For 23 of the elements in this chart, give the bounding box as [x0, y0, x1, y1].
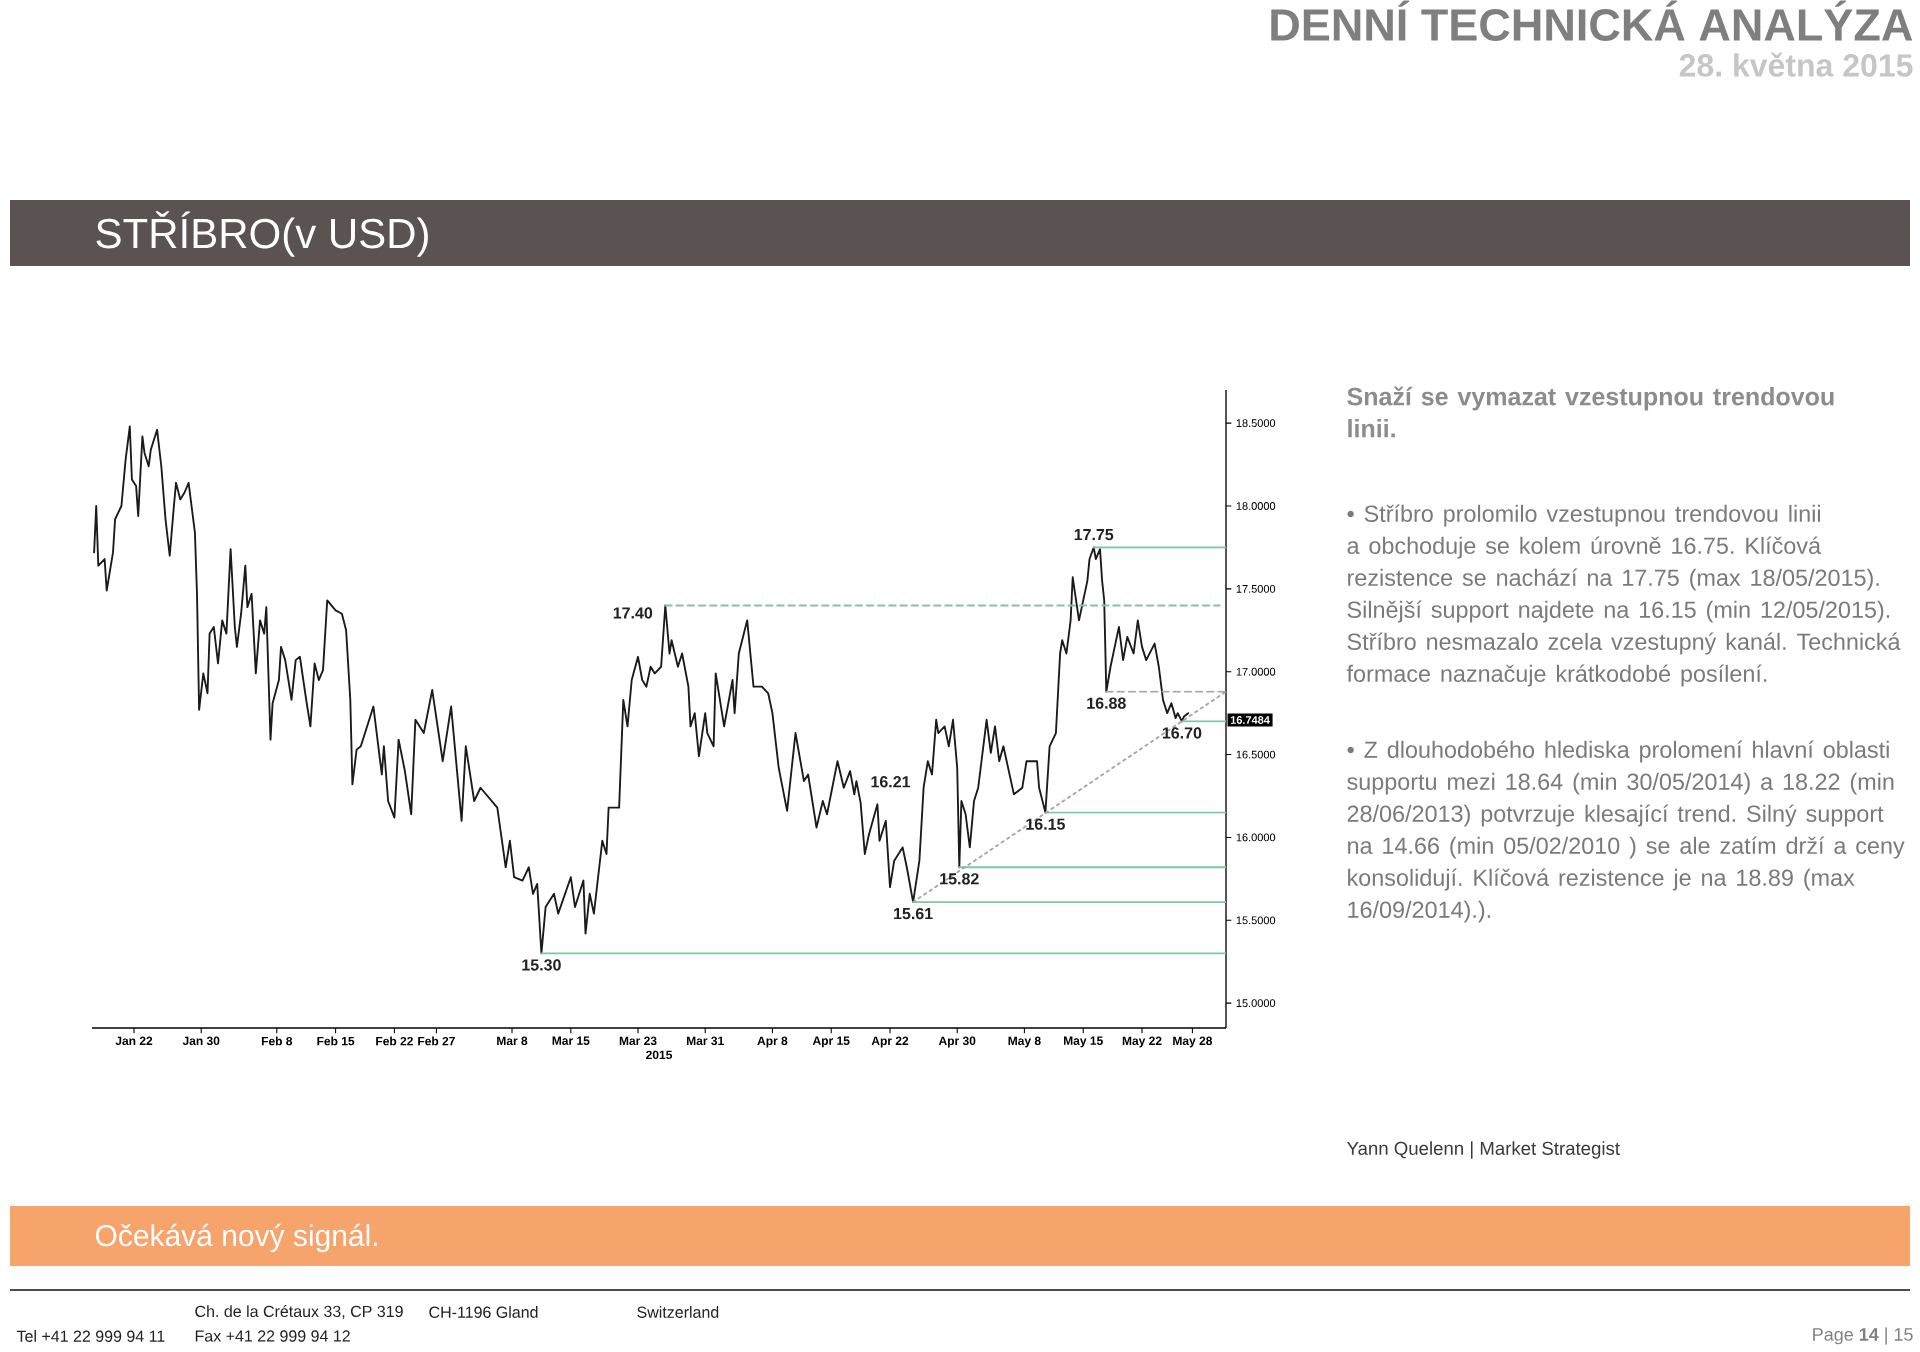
text: Tel +41 22 999 94 11: [16, 1330, 165, 1342]
annotation: 17.75: [1074, 529, 1114, 541]
text: Page 14 | 15: [1813, 1327, 1913, 1345]
annotation: 16.15: [1026, 818, 1065, 830]
annotation: 15.82: [940, 873, 979, 885]
annotation: 16.70: [1162, 727, 1202, 739]
annotation: 15.30: [522, 959, 561, 971]
annotation: 15.61: [894, 907, 933, 920]
text: 28. května 2015: [1679, 52, 1913, 77]
text: Yann Quelenn | Market Strategist: [1346, 1141, 1620, 1159]
annotation: 16.88: [1087, 697, 1126, 709]
annotation: 17.40: [613, 607, 653, 619]
text: • Z dlouhodobého hlediska prolomení hlavní oblasti supportu mezi 18.64 (min 30/05/2014) a 18.22 (min 28/06/2013) potvrzuje klesající trend. Silný support na 14.66 (min 05/02/2010 ) se ale zatím drží a ceny konsolidují. Klíčová rezistence je na 18.89 (max 16/09/2014).).: [1347, 740, 1905, 923]
text: Fax +41 22 999 94 12: [195, 1330, 350, 1342]
text: Snaží se vymazat vzestupnou trendovou linii.: [1347, 386, 1834, 438]
annotation: 16.21: [871, 776, 911, 788]
text: Switzerland: [637, 1306, 719, 1318]
chart-title: STŘÍBRO(v USD): [96, 211, 428, 257]
text: • Stříbro prolomilo vzestupnou trendovou linii a obchoduje se kolem úrovně 16.75. Klíčová rezistence se nachází na 17.75 (max 18/05/2015). Silnější support najdete na 16.15 (min 12/05/2015). Stříbro nesmazalo zcela vzestupný kanál. Technická formace naznačuje krátkodobé posílení.: [1346, 504, 1901, 687]
text: Očekává nový signál.: [95, 1223, 377, 1253]
text: CH-1196 Gland: [429, 1306, 538, 1318]
text: DENNÍ TECHNICKÁ ANALÝZA: [1271, 0, 1913, 41]
text: Ch. de la Crétaux 33, CP 319: [195, 1305, 403, 1319]
